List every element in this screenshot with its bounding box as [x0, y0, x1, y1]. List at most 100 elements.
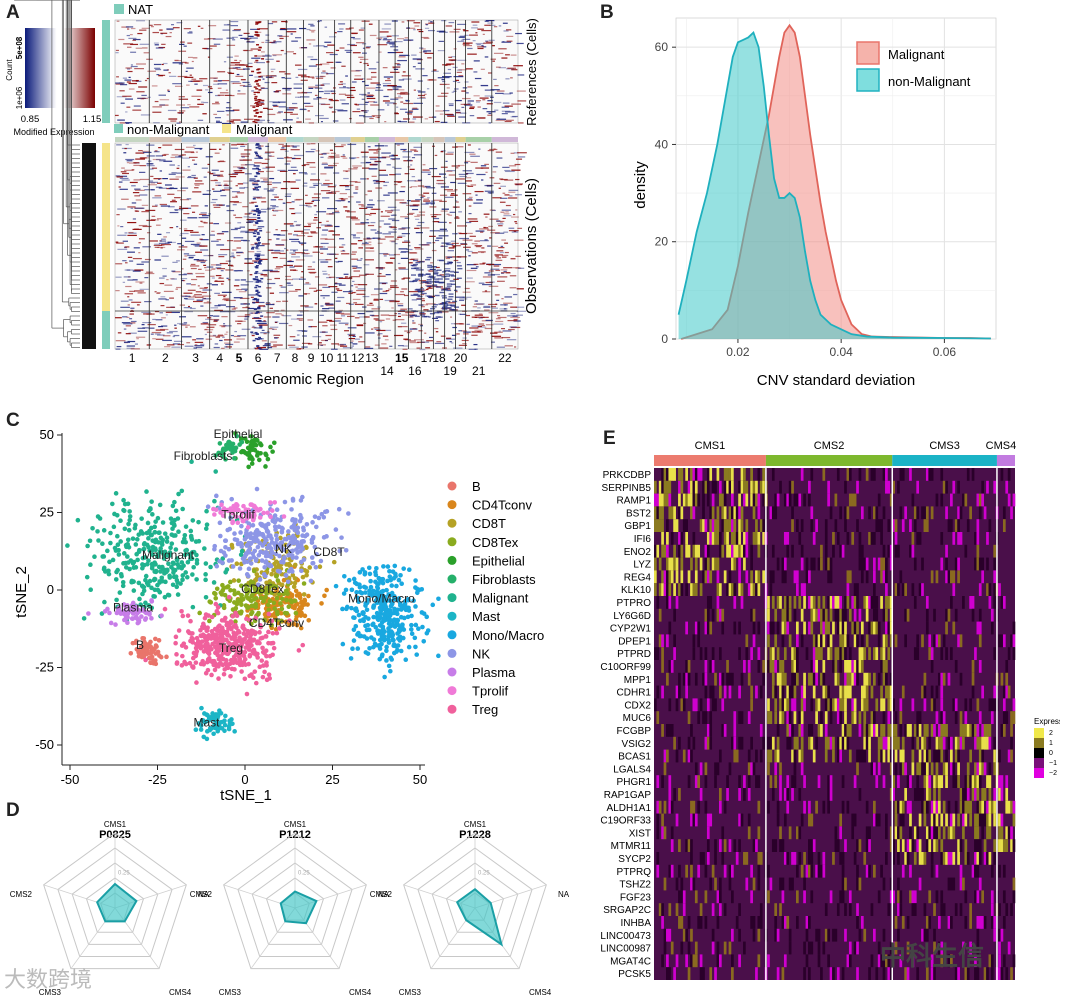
panel-label-d: D: [6, 800, 20, 821]
tsne-point: [148, 532, 154, 538]
cnv-signal: [256, 272, 263, 275]
cnv-signal: [438, 230, 448, 232]
cnv-signal: [517, 156, 526, 158]
cnv-signal: [156, 292, 161, 294]
cnv-signal: [274, 196, 279, 198]
tsne-point: [386, 640, 392, 645]
cnv-signal: [202, 298, 211, 300]
cnv-signal: [276, 300, 281, 303]
cnv-signal: [445, 243, 449, 245]
cnv-signal: [445, 300, 451, 303]
cnv-signal: [505, 211, 509, 213]
cnv-signal: [506, 40, 513, 42]
tsne-point: [368, 584, 374, 590]
cnv-signal: [116, 20, 120, 22]
tsne-point: [300, 574, 306, 580]
cnv-signal: [289, 238, 299, 240]
chromosome-label: 20: [454, 351, 468, 365]
cnv-signal: [176, 286, 182, 289]
tsne-point: [384, 587, 389, 593]
panel-label-e: E: [603, 428, 616, 449]
tsne-point: [165, 592, 171, 598]
cnv-signal: [154, 310, 160, 313]
tsne-point: [375, 592, 380, 598]
cnv-signal: [264, 177, 269, 179]
cnv-signal: [441, 79, 445, 81]
tsne-point: [302, 598, 308, 604]
cnv-signal: [369, 302, 373, 304]
cnv-signal: [434, 342, 445, 345]
cnv-signal: [126, 34, 130, 37]
cnv-signal: [154, 44, 159, 46]
tsne-point: [135, 557, 140, 563]
cnv-signal: [250, 244, 255, 246]
cnv-signal: [281, 239, 288, 241]
cnv-signal: [514, 346, 517, 348]
cnv-signal: [276, 60, 280, 62]
cnv-signal: [435, 331, 439, 333]
cnv-signal: [359, 58, 369, 61]
cnv-signal: [257, 55, 265, 57]
cnv-signal: [125, 111, 128, 113]
cnv-signal: [119, 175, 128, 177]
cnv-signal: [418, 323, 423, 326]
cnv-signal: [462, 239, 473, 241]
cnv-signal: [403, 277, 411, 279]
cnv-signal: [407, 166, 411, 168]
cnv-signal: [417, 179, 423, 181]
tsne-point: [217, 520, 223, 526]
cnv-signal: [379, 220, 385, 222]
cnv-signal: [262, 179, 268, 181]
tsne-point: [153, 568, 159, 574]
tsne-point: [148, 650, 154, 656]
tsne-point: [232, 600, 237, 605]
cnv-signal: [223, 295, 226, 298]
cnv-signal: [258, 89, 262, 91]
cnv-signal: [320, 295, 330, 297]
cnv-signal: [409, 340, 416, 342]
dendrogram: [14, 0, 80, 348]
cnv-signal: [458, 75, 464, 77]
cnv-signal: [458, 211, 462, 213]
cnv-signal: [127, 221, 137, 224]
cnv-signal: [290, 149, 300, 151]
cnv-signal: [285, 193, 292, 195]
cnv-signal: [407, 159, 412, 161]
cnv-signal: [509, 275, 517, 277]
chromosome-label: 11: [336, 351, 349, 365]
cnv-signal: [237, 90, 241, 92]
cnv-signal: [372, 237, 381, 239]
cnv-signal: [356, 267, 362, 269]
tsne-point: [294, 614, 299, 620]
cnv-signal: [337, 110, 348, 112]
cnv-signal: [226, 102, 230, 104]
cnv-signal: [351, 291, 356, 294]
cnv-signal: [318, 284, 328, 286]
cnv-signal: [232, 196, 238, 198]
cnv-signal: [368, 68, 377, 70]
y-tick-label: 0: [661, 332, 668, 346]
cnv-signal: [291, 240, 300, 243]
cnv-signal: [174, 209, 184, 211]
cnv-signal: [286, 282, 291, 284]
cnv-signal: [119, 90, 125, 92]
cnv-signal: [287, 169, 298, 171]
tsne-point: [390, 634, 395, 639]
cnv-signal: [184, 345, 194, 347]
cnv-signal: [371, 76, 377, 78]
cnv-signal: [292, 102, 298, 105]
cnv-signal: [160, 238, 166, 240]
cnv-signal: [370, 104, 380, 106]
cnv-signal: [300, 276, 304, 278]
cnv-signal: [138, 238, 145, 240]
tsne-point: [364, 607, 370, 613]
cnv-signal: [295, 96, 300, 98]
cnv-signal: [253, 197, 261, 199]
cnv-signal: [324, 179, 330, 181]
cnv-signal: [450, 283, 456, 286]
cnv-signal: [197, 98, 201, 101]
cnv-signal: [207, 171, 211, 173]
cnv-signal: [307, 268, 315, 270]
tsne-point: [168, 516, 174, 521]
cnv-signal: [375, 267, 386, 269]
